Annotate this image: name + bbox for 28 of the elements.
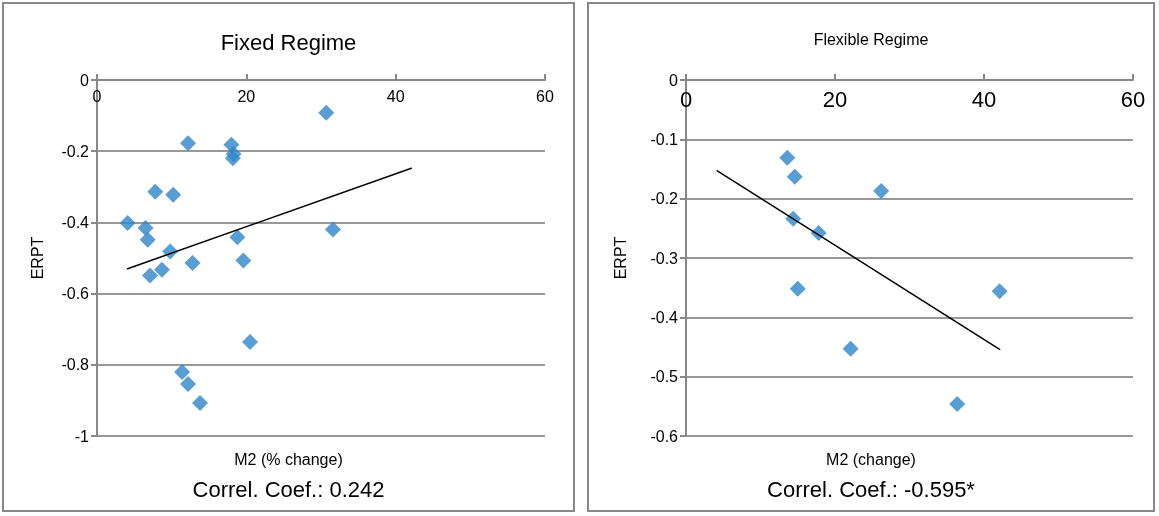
y-tick-label: 0 xyxy=(80,71,90,89)
chart-title: Flexible Regime xyxy=(813,30,929,48)
x-tick-label: 60 xyxy=(1120,86,1146,112)
x-tick-label: 0 xyxy=(92,87,102,105)
y-tick-label: -0.3 xyxy=(650,249,679,267)
y-tick-label: 0 xyxy=(669,71,679,89)
text: Correl. Coef.: 0.242 xyxy=(192,476,385,502)
y-tick-label: -0.5 xyxy=(650,368,679,386)
x-tick-label: 40 xyxy=(971,86,997,112)
y-tick-label: -0.4 xyxy=(61,213,90,231)
y-tick-label: -1 xyxy=(74,427,90,445)
y-tick-label: -0.2 xyxy=(61,142,90,160)
y-tick-label: -0.6 xyxy=(61,285,90,303)
chart-title: Fixed Regime xyxy=(220,29,357,55)
y-tick-label: -0.4 xyxy=(650,308,679,326)
text: Correl. Coef.: -0.595* xyxy=(767,476,976,502)
y-tick-label: -0.2 xyxy=(650,190,679,208)
x-tick-label: 40 xyxy=(386,87,405,105)
y-tick-label: -0.1 xyxy=(650,130,679,148)
x-tick-label: 60 xyxy=(536,87,554,105)
x-tick-label: 20 xyxy=(237,87,256,105)
y-axis-title: ERPT xyxy=(28,236,46,280)
x-tick-label: 20 xyxy=(822,86,848,112)
x-axis-title: M2 (% change) xyxy=(234,450,343,468)
x-axis-title: M2 (change) xyxy=(826,450,916,468)
y-tick-label: -0.8 xyxy=(61,356,90,374)
y-tick-label: -0.6 xyxy=(650,427,679,445)
y-axis-title: ERPT xyxy=(611,236,629,280)
